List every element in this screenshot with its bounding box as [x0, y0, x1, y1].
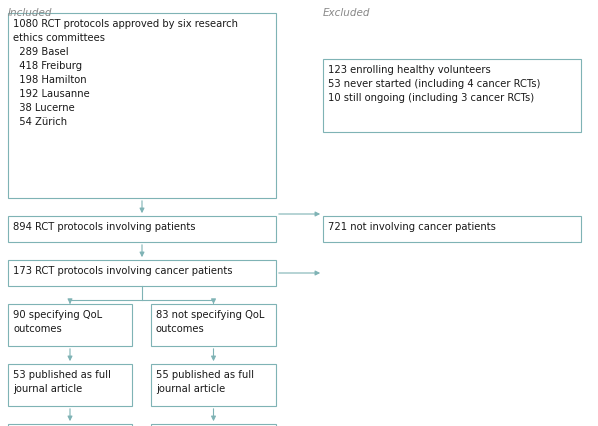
Text: Excluded: Excluded — [323, 8, 371, 18]
Text: 894 RCT protocols involving patients: 894 RCT protocols involving patients — [13, 222, 196, 231]
Bar — [8, 14, 276, 199]
Text: 1080 RCT protocols approved by six research
ethics committees
  289 Basel
  418 : 1080 RCT protocols approved by six resea… — [13, 19, 238, 127]
Bar — [323, 216, 581, 242]
Bar — [8, 304, 132, 346]
Text: 123 enrolling healthy volunteers
53 never started (including 4 cancer RCTs)
10 s: 123 enrolling healthy volunteers 53 neve… — [328, 65, 541, 103]
Text: 721 not involving cancer patients: 721 not involving cancer patients — [328, 222, 496, 231]
Bar — [8, 424, 132, 426]
Text: 53 published as full
journal article: 53 published as full journal article — [13, 369, 111, 393]
Text: 173 RCT protocols involving cancer patients: 173 RCT protocols involving cancer patie… — [13, 265, 233, 275]
Bar — [151, 424, 276, 426]
Bar — [8, 216, 276, 242]
Bar — [8, 364, 132, 406]
Bar — [8, 260, 276, 286]
Text: 55 published as full
journal article: 55 published as full journal article — [156, 369, 254, 393]
Bar — [323, 60, 581, 132]
Text: 90 specifying QoL
outcomes: 90 specifying QoL outcomes — [13, 309, 102, 333]
Text: 83 not specifying QoL
outcomes: 83 not specifying QoL outcomes — [156, 309, 264, 333]
Bar — [151, 364, 276, 406]
Text: Included: Included — [8, 8, 53, 18]
Bar — [151, 304, 276, 346]
